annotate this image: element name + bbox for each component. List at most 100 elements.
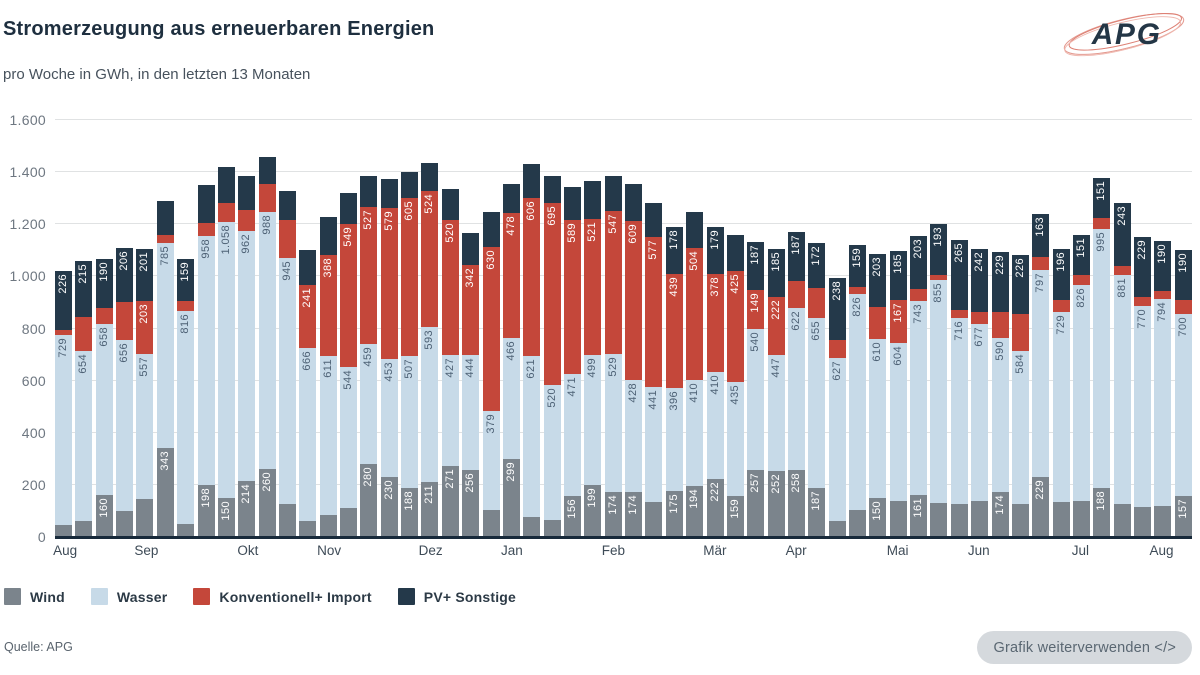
bar-segment-wind[interactable]	[55, 525, 72, 537]
bar-week-12[interactable]: 945	[278, 120, 296, 537]
bar-segment-wasser[interactable]: 677	[971, 324, 989, 501]
bar-segment-pv-sonstige[interactable]	[686, 212, 704, 249]
bar-week-8[interactable]: 958 198	[197, 120, 215, 537]
bar-segment-konventionell-import[interactable]	[950, 309, 968, 318]
bar-segment-pv-sonstige[interactable]: 229	[991, 252, 1009, 313]
bar-segment-wasser[interactable]: 658	[95, 323, 113, 496]
bar-segment-wind[interactable]	[1154, 505, 1172, 537]
bar-segment-wasser[interactable]: 410	[706, 372, 724, 480]
bar-segment-wasser[interactable]: 770	[1134, 306, 1152, 508]
bar-week-7[interactable]: 159 816	[177, 120, 195, 537]
bar-segment-konventionell-import[interactable]: 439	[665, 273, 683, 389]
bar-segment-wind[interactable]: 230	[380, 477, 398, 537]
bar-segment-pv-sonstige[interactable]: 242	[971, 249, 989, 313]
bar-segment-pv-sonstige[interactable]	[319, 217, 337, 255]
bar-segment-pv-sonstige[interactable]	[278, 191, 296, 221]
bar-segment-pv-sonstige[interactable]: 226	[1011, 255, 1029, 315]
bar-segment-wasser[interactable]: 826	[849, 294, 867, 510]
bar-week-10[interactable]: 962 214	[238, 120, 256, 537]
bar-segment-wind[interactable]	[828, 521, 846, 537]
bar-segment-wasser[interactable]: 611	[319, 355, 337, 515]
bar-segment-wind[interactable]	[889, 500, 907, 537]
bar-segment-wind[interactable]	[1052, 501, 1070, 537]
bar-segment-konventionell-import[interactable]: 520	[441, 219, 459, 356]
bar-week-33[interactable]: 179 378 410 222	[706, 120, 724, 537]
bar-segment-wind[interactable]: 199	[584, 485, 602, 537]
bar-segment-pv-sonstige[interactable]: 179	[706, 227, 724, 274]
bar-segment-wind[interactable]: 280	[360, 464, 378, 537]
bar-segment-wind[interactable]	[340, 508, 358, 537]
bar-segment-konventionell-import[interactable]	[787, 281, 805, 308]
bar-segment-konventionell-import[interactable]: 203	[136, 301, 154, 355]
bar-week-55[interactable]: 190 794	[1154, 120, 1172, 537]
bar-segment-wind[interactable]: 156	[563, 496, 581, 537]
bar-week-56[interactable]: 190 700 157	[1174, 120, 1192, 537]
bar-segment-konventionell-import[interactable]	[1113, 266, 1131, 275]
bar-segment-wasser[interactable]: 655	[808, 317, 826, 489]
bar-segment-pv-sonstige[interactable]	[645, 203, 663, 237]
bar-segment-konventionell-import[interactable]	[1032, 256, 1050, 270]
bar-week-13[interactable]: 241 666	[299, 120, 317, 537]
bar-segment-pv-sonstige[interactable]: 159	[849, 245, 867, 287]
bar-segment-wind[interactable]: 188	[401, 488, 419, 537]
bar-segment-pv-sonstige[interactable]: 238	[828, 277, 846, 340]
bar-week-32[interactable]: 504 410 194	[686, 120, 704, 537]
bar-segment-konventionell-import[interactable]	[55, 330, 72, 336]
bar-week-45[interactable]: 265 716	[950, 120, 968, 537]
bar-segment-wasser[interactable]: 621	[523, 355, 541, 518]
bar-segment-pv-sonstige[interactable]	[726, 234, 744, 272]
bar-segment-pv-sonstige[interactable]: 206	[116, 248, 134, 302]
bar-segment-pv-sonstige[interactable]: 201	[136, 248, 154, 302]
bar-segment-pv-sonstige[interactable]	[482, 212, 500, 247]
bar-segment-wasser[interactable]: 988	[258, 211, 276, 470]
bar-segment-wasser[interactable]: 447	[767, 354, 785, 472]
bar-segment-wind[interactable]	[1134, 507, 1152, 537]
bar-segment-wind[interactable]: 174	[625, 491, 643, 537]
bar-segment-wind[interactable]: 260	[258, 469, 276, 537]
bar-segment-wasser[interactable]: 427	[441, 355, 459, 467]
bar-segment-wasser[interactable]: 441	[645, 386, 663, 502]
bar-week-40[interactable]: 159 826	[849, 120, 867, 537]
bar-segment-wind[interactable]	[299, 521, 317, 537]
bar-segment-pv-sonstige[interactable]: 178	[665, 227, 683, 274]
bar-week-46[interactable]: 242 677	[971, 120, 989, 537]
bar-week-43[interactable]: 203 743 161	[910, 120, 928, 537]
bar-segment-wind[interactable]: 187	[808, 488, 826, 537]
bar-segment-wind[interactable]: 222	[706, 479, 724, 537]
bar-segment-konventionell-import[interactable]	[910, 289, 928, 302]
bar-segment-wasser[interactable]: 881	[1113, 274, 1131, 505]
bar-segment-wasser[interactable]: 604	[889, 343, 907, 501]
bar-segment-konventionell-import[interactable]: 478	[502, 213, 520, 338]
bar-week-20[interactable]: 520 427 271	[441, 120, 459, 537]
bar-segment-pv-sonstige[interactable]	[421, 163, 439, 191]
bar-segment-wind[interactable]: 271	[441, 466, 459, 537]
bar-week-19[interactable]: 524 593 211	[421, 120, 439, 537]
bar-week-51[interactable]: 151 826	[1072, 120, 1090, 537]
bar-segment-konventionell-import[interactable]	[1134, 296, 1152, 307]
bar-segment-pv-sonstige[interactable]: 193	[930, 224, 948, 275]
bar-segment-pv-sonstige[interactable]: 196	[1052, 249, 1070, 301]
bar-segment-wasser[interactable]: 729	[55, 335, 72, 526]
bar-segment-konventionell-import[interactable]	[971, 312, 989, 325]
bar-segment-konventionell-import[interactable]	[116, 301, 134, 340]
bar-week-47[interactable]: 229 590 174	[991, 120, 1009, 537]
bar-segment-konventionell-import[interactable]: 527	[360, 207, 378, 345]
bar-segment-pv-sonstige[interactable]: 243	[1113, 203, 1131, 267]
bar-segment-wind[interactable]: 229	[1032, 477, 1050, 537]
bar-segment-wind[interactable]: 343	[156, 447, 174, 537]
bar-segment-wind[interactable]	[482, 509, 500, 537]
bar-segment-wind[interactable]: 174	[604, 491, 622, 537]
bar-segment-pv-sonstige[interactable]	[625, 183, 643, 222]
bar-segment-wind[interactable]: 214	[238, 481, 256, 537]
bar-segment-pv-sonstige[interactable]	[258, 157, 276, 185]
bar-segment-konventionell-import[interactable]: 521	[584, 219, 602, 356]
bar-segment-wind[interactable]	[645, 501, 663, 537]
bar-week-17[interactable]: 579 453 230	[380, 120, 398, 537]
bar-segment-wasser[interactable]: 826	[1072, 285, 1090, 501]
bar-segment-wind[interactable]	[523, 517, 541, 537]
bar-segment-pv-sonstige[interactable]	[380, 179, 398, 209]
bar-week-53[interactable]: 243 881	[1113, 120, 1131, 537]
bar-segment-konventionell-import[interactable]: 579	[380, 208, 398, 359]
bar-segment-wind[interactable]	[950, 504, 968, 537]
bar-segment-pv-sonstige[interactable]	[523, 164, 541, 198]
